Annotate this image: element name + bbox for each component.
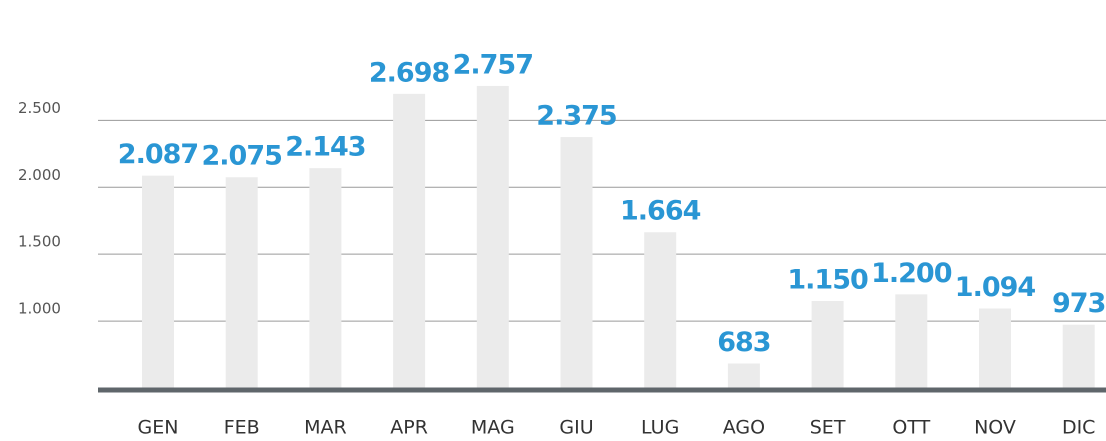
y-tick-label: 1.500 bbox=[18, 233, 61, 251]
x-tick-label: OTT bbox=[892, 417, 930, 439]
bar bbox=[895, 294, 928, 388]
x-tick-label: AGO bbox=[723, 417, 765, 439]
value-label: 973 bbox=[1052, 288, 1105, 319]
value-label: 1.094 bbox=[955, 272, 1036, 303]
x-tick-label: GIU bbox=[559, 417, 593, 439]
bar bbox=[979, 308, 1011, 388]
bar bbox=[476, 85, 509, 389]
value-label: 2.375 bbox=[536, 101, 616, 132]
value-label: 1.200 bbox=[871, 258, 952, 289]
value-label: 2.143 bbox=[285, 132, 365, 163]
x-tick-label: APR bbox=[390, 417, 428, 439]
x-tick-label: FEB bbox=[224, 417, 260, 439]
x-tick-label: MAG bbox=[471, 417, 515, 439]
bar bbox=[811, 301, 844, 388]
value-label: 2.075 bbox=[201, 141, 281, 172]
bar bbox=[309, 168, 342, 388]
x-tick-label: MAR bbox=[304, 417, 347, 439]
value-label: 2.757 bbox=[453, 49, 533, 80]
bar bbox=[142, 175, 174, 388]
bar bbox=[1062, 324, 1095, 388]
value-label: 1.664 bbox=[620, 196, 701, 227]
y-tick-label: 2.500 bbox=[18, 99, 61, 117]
bar bbox=[393, 93, 426, 388]
bar bbox=[560, 137, 593, 388]
bar bbox=[727, 363, 760, 388]
y-tick-label: 2.000 bbox=[18, 166, 61, 184]
x-tick-label: NOV bbox=[974, 417, 1016, 439]
x-tick-label: GEN bbox=[138, 417, 179, 439]
x-tick-label: LUG bbox=[641, 417, 679, 439]
x-tick-label: SET bbox=[810, 417, 846, 439]
value-label: 1.150 bbox=[787, 265, 868, 296]
value-label: 683 bbox=[717, 327, 770, 358]
value-label: 2.087 bbox=[118, 139, 198, 170]
x-tick-label: DIC bbox=[1062, 417, 1096, 439]
value-label: 2.698 bbox=[369, 57, 450, 88]
bar bbox=[225, 177, 258, 388]
bar bbox=[644, 232, 677, 388]
y-tick-label: 1.000 bbox=[18, 300, 61, 318]
